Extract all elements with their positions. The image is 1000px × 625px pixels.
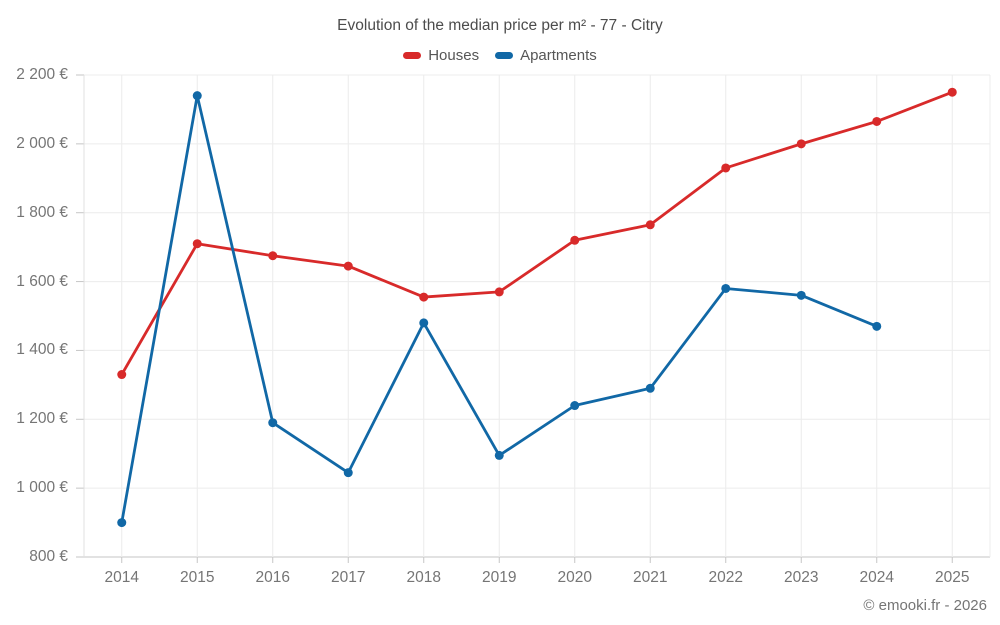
x-axis-label: 2024 <box>859 569 894 586</box>
y-axis-label: 1 200 € <box>16 410 68 428</box>
legend-label-houses: Houses <box>428 47 480 64</box>
data-point-apartments-2020[interactable] <box>570 401 580 411</box>
data-point-houses-2024[interactable] <box>872 116 882 126</box>
data-point-houses-2015[interactable] <box>192 239 202 249</box>
data-point-houses-2021[interactable] <box>645 220 655 230</box>
chart-legend: Houses Apartments <box>0 47 1000 64</box>
data-point-houses-2014[interactable] <box>117 370 127 380</box>
data-point-houses-2019[interactable] <box>494 287 504 297</box>
data-point-apartments-2018[interactable] <box>419 318 429 328</box>
legend-item-houses[interactable]: Houses <box>403 47 479 64</box>
x-axis-label: 2019 <box>482 569 517 586</box>
data-point-apartments-2021[interactable] <box>645 383 655 393</box>
legend-label-apartments: Apartments <box>520 47 597 64</box>
data-point-apartments-2023[interactable] <box>796 290 806 300</box>
y-axis-label: 800 € <box>29 548 68 565</box>
y-axis-label: 2 200 € <box>16 66 68 83</box>
watermark: © emooki.fr - 2026 <box>863 597 987 614</box>
series-line-houses <box>120 90 954 376</box>
data-point-houses-2022[interactable] <box>721 163 731 173</box>
x-axis-label: 2014 <box>104 569 139 586</box>
data-point-apartments-2022[interactable] <box>721 283 731 293</box>
data-point-apartments-2014[interactable] <box>117 518 127 528</box>
x-axis-label: 2015 <box>180 569 215 586</box>
data-point-houses-2017[interactable] <box>343 261 353 271</box>
x-axis-label: 2017 <box>331 569 366 586</box>
apartments-legend-swatch-icon <box>495 52 514 59</box>
data-point-apartments-2017[interactable] <box>343 468 353 478</box>
x-axis-label: 2025 <box>935 569 970 586</box>
data-point-houses-2020[interactable] <box>570 235 580 245</box>
data-point-apartments-2019[interactable] <box>494 450 504 460</box>
data-point-apartments-2024[interactable] <box>872 321 882 331</box>
x-axis-label: 2022 <box>708 569 743 586</box>
data-point-houses-2016[interactable] <box>268 251 278 261</box>
chart-title: Evolution of the median price per m² - 7… <box>337 17 663 34</box>
x-axis-label: 2021 <box>633 569 668 586</box>
houses-legend-swatch-icon <box>403 52 422 59</box>
x-axis-label: 2023 <box>784 569 819 586</box>
y-axis-label: 1 400 € <box>16 341 68 359</box>
legend-item-apartments[interactable]: Apartments <box>495 47 597 64</box>
data-point-apartments-2016[interactable] <box>268 418 278 428</box>
data-point-apartments-2015[interactable] <box>192 91 202 101</box>
y-axis-label: 2 000 € <box>16 134 68 152</box>
y-axis-label: 1 000 € <box>16 479 68 497</box>
data-point-houses-2018[interactable] <box>419 292 429 302</box>
y-axis-label: 1 600 € <box>16 272 68 290</box>
x-axis-label: 2016 <box>255 569 290 586</box>
data-point-houses-2023[interactable] <box>796 139 806 149</box>
data-point-houses-2025[interactable] <box>947 87 957 97</box>
x-axis-label: 2018 <box>406 569 441 586</box>
x-axis-label: 2020 <box>557 569 592 586</box>
y-axis-label: 1 800 € <box>16 203 68 221</box>
